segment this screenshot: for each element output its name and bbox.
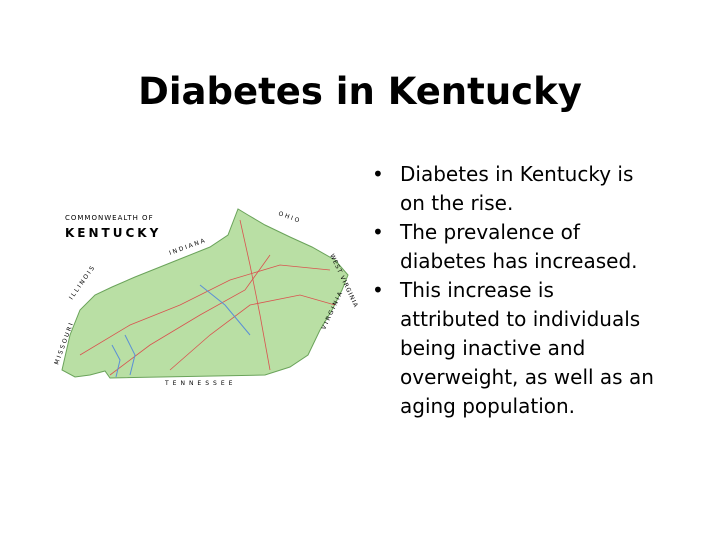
- bullet-text: This increase is attributed to individua…: [400, 278, 654, 418]
- rivers: [111, 284, 251, 378]
- map-neighbor: ILLINOIS: [68, 264, 97, 302]
- bullet: Diabetes in Kentucky is on the rise.: [370, 160, 660, 218]
- bullet-text: Diabetes in Kentucky is on the rise.: [400, 162, 634, 215]
- map-state: KENTUCKY: [65, 226, 161, 240]
- map-neighbor: TENNESSEE: [164, 380, 236, 387]
- kentucky-map: COMMONWEALTH OF KENTUCKY OHIO INDIANA IL…: [53, 208, 359, 387]
- map-neighbor: OHIO: [277, 210, 302, 225]
- bullet: The prevalence of diabetes has increased…: [370, 218, 660, 276]
- bullet-text: The prevalence of diabetes has increased…: [400, 220, 638, 273]
- slide-title: Diabetes in Kentucky: [138, 70, 582, 113]
- map-heading: COMMONWEALTH OF: [65, 214, 154, 222]
- bullet: This increase is attributed to individua…: [370, 276, 660, 421]
- state-shape: [61, 208, 349, 379]
- roads: [79, 219, 336, 376]
- bullet-list: Diabetes in Kentucky is on the rise. The…: [370, 160, 660, 421]
